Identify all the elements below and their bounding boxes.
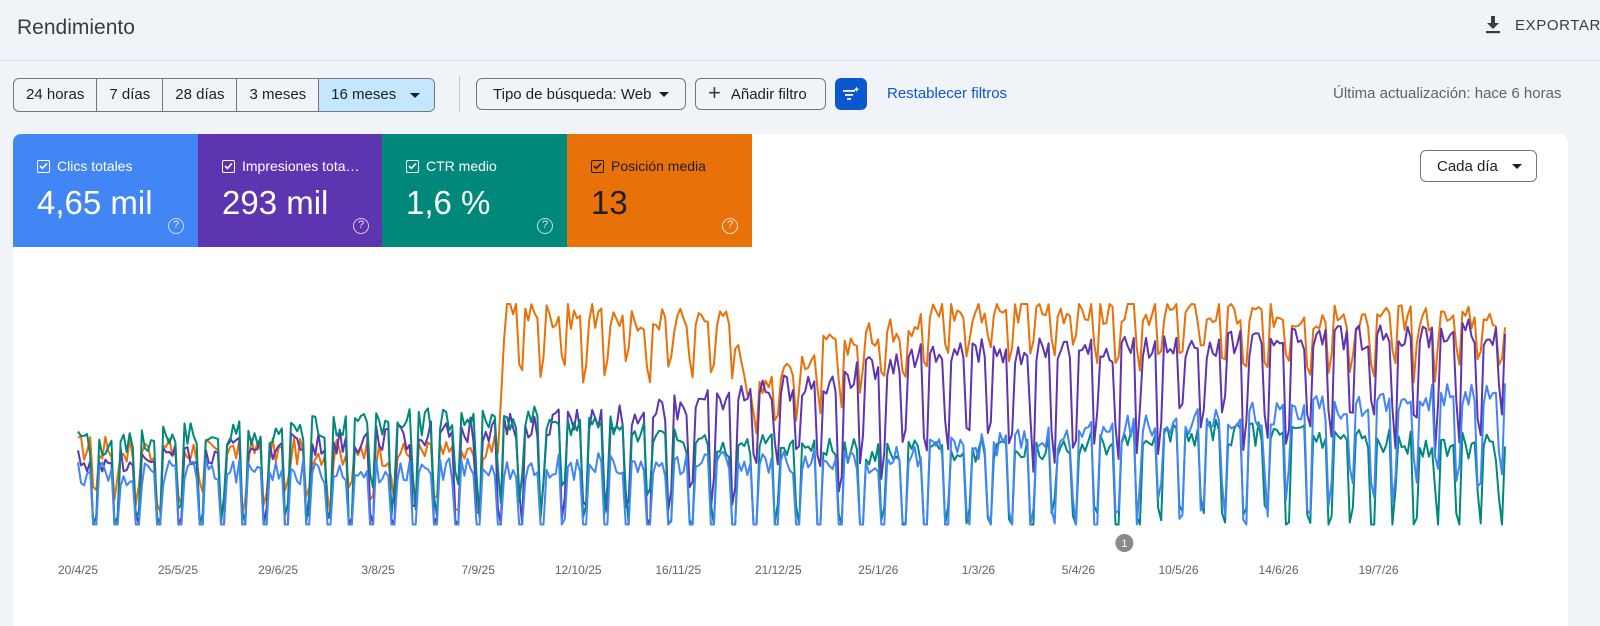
metric-clicks-value: 4,65 mil bbox=[37, 184, 153, 221]
metric-impressions-value: 293 mil bbox=[222, 184, 329, 221]
search-type-dropdown[interactable]: Tipo de búsqueda: Web bbox=[476, 78, 686, 110]
help-icon[interactable]: ? bbox=[168, 218, 184, 234]
series-line-0 bbox=[77, 303, 1506, 519]
x-tick-label: 7/9/25 bbox=[462, 563, 496, 577]
help-icon[interactable]: ? bbox=[722, 218, 738, 234]
x-tick-label: 25/1/26 bbox=[858, 563, 898, 577]
metric-impressions-header: Impresiones totales bbox=[222, 158, 374, 174]
help-icon[interactable]: ? bbox=[537, 218, 553, 234]
metric-clicks-label: Clics totales bbox=[57, 158, 133, 174]
annotation-marker[interactable]: 1 bbox=[1115, 534, 1134, 552]
range-28-days-button[interactable]: 28 días bbox=[163, 79, 238, 111]
last-update-text: Última actualización: hace 6 horas bbox=[1333, 85, 1562, 102]
export-button[interactable]: EXPORTAR bbox=[1485, 16, 1600, 34]
filter-sparkle-icon bbox=[843, 86, 860, 100]
help-icon[interactable]: ? bbox=[353, 218, 369, 234]
x-tick-label: 16/11/25 bbox=[655, 563, 701, 577]
metric-impressions-label: Impresiones totales bbox=[242, 158, 360, 174]
x-tick-label: 20/4/25 bbox=[58, 563, 98, 577]
range-3-months-button[interactable]: 3 meses bbox=[237, 79, 320, 111]
performance-line-chart: 20/4/25 25/5/25 29/6/25 3/8/25 7/9/25 12/10/2… bbox=[58, 303, 1506, 577]
caret-down-icon bbox=[659, 91, 669, 97]
metric-position-label: Posición media bbox=[611, 158, 706, 174]
metric-ctr-value: 1,6 % bbox=[406, 184, 491, 221]
metric-card-clicks[interactable]: Clics totales 4,65 mil ? bbox=[13, 134, 198, 247]
x-tick-label: 14/6/26 bbox=[1258, 563, 1298, 577]
performance-chart-card: 20/4/25 25/5/25 29/6/25 3/8/25 7/9/25 12/10/2… bbox=[13, 134, 1568, 626]
x-tick-label: 5/4/26 bbox=[1062, 563, 1096, 577]
x-tick-label: 21/12/25 bbox=[755, 563, 802, 577]
toolbar-divider bbox=[459, 76, 460, 112]
x-tick-label: 29/6/25 bbox=[258, 563, 298, 577]
granularity-label: Cada día bbox=[1437, 157, 1498, 175]
filter-settings-button[interactable] bbox=[835, 78, 867, 110]
caret-down-icon bbox=[410, 92, 421, 98]
page-header: Rendimiento EXPORTAR bbox=[0, 0, 1600, 61]
reset-filters-link[interactable]: Restablecer filtros bbox=[887, 85, 1008, 102]
x-tick-label: 3/8/25 bbox=[361, 563, 395, 577]
metric-clicks-header: Clics totales bbox=[37, 158, 189, 174]
x-tick-label: 12/10/25 bbox=[555, 563, 602, 577]
metric-ctr-header: CTR medio bbox=[406, 158, 558, 174]
granularity-dropdown[interactable]: Cada día bbox=[1420, 150, 1537, 182]
page-title: Rendimiento bbox=[17, 16, 135, 39]
add-filter-button[interactable]: + Añadir filtro bbox=[695, 78, 826, 110]
checkbox-checked-icon[interactable] bbox=[222, 159, 235, 173]
x-tick-label: 10/5/26 bbox=[1158, 563, 1198, 577]
metric-position-value: 13 bbox=[591, 184, 628, 221]
range-16-months-label: 16 meses bbox=[331, 86, 397, 103]
checkbox-checked-icon[interactable] bbox=[406, 159, 419, 173]
range-7-days-button[interactable]: 7 días bbox=[97, 79, 164, 111]
annotation-label: 1 bbox=[1121, 538, 1127, 550]
metric-position-header: Posición media bbox=[591, 158, 743, 174]
checkbox-checked-icon[interactable] bbox=[37, 159, 50, 173]
x-tick-label: 25/5/25 bbox=[158, 563, 198, 577]
x-tick-label: 1/3/26 bbox=[962, 563, 996, 577]
date-range-selector: 24 horas 7 días 28 días 3 meses 16 meses bbox=[13, 78, 436, 112]
plus-icon: + bbox=[708, 80, 721, 105]
download-icon bbox=[1486, 16, 1500, 34]
series-line-3 bbox=[77, 383, 1506, 526]
range-16-months-button[interactable]: 16 meses bbox=[319, 79, 435, 111]
metric-card-position[interactable]: Posición media 13 ? bbox=[567, 134, 752, 247]
metric-card-impressions[interactable]: Impresiones totales 293 mil ? bbox=[198, 134, 383, 247]
search-type-label: Tipo de búsqueda: Web bbox=[493, 85, 652, 103]
series-line-1 bbox=[77, 318, 1506, 526]
caret-down-icon bbox=[1512, 163, 1522, 169]
export-label: EXPORTAR bbox=[1515, 16, 1600, 34]
range-24-hours-button[interactable]: 24 horas bbox=[14, 79, 98, 111]
metric-ctr-label: CTR medio bbox=[426, 158, 497, 174]
filters-toolbar: 24 horas 7 días 28 días 3 meses 16 meses… bbox=[13, 76, 1600, 112]
add-filter-label: Añadir filtro bbox=[730, 85, 807, 103]
metric-card-ctr[interactable]: CTR medio 1,6 % ? bbox=[382, 134, 567, 247]
x-tick-label: 19/7/26 bbox=[1358, 563, 1398, 577]
checkbox-checked-icon[interactable] bbox=[591, 159, 604, 173]
